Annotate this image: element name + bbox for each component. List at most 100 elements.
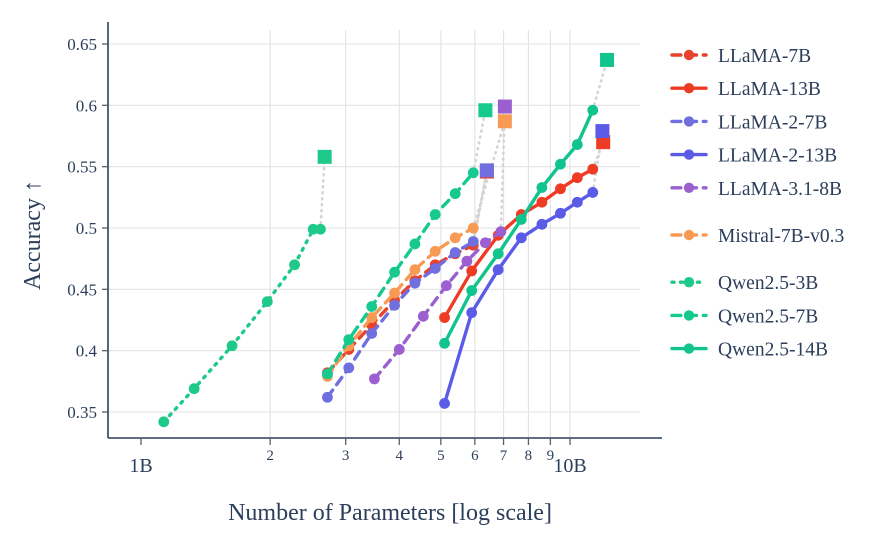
data-point	[536, 196, 548, 208]
data-point	[322, 391, 333, 403]
data-point	[366, 301, 378, 312]
data-point	[439, 337, 450, 349]
final-model-marker	[497, 99, 512, 114]
legend-item-mistral-7b-v0-3[interactable]: Mistral-7B-v0.3	[670, 226, 844, 247]
legend-marker	[683, 149, 695, 160]
data-point	[369, 373, 380, 385]
data-point	[466, 265, 478, 277]
y-tick-label: 0.4	[76, 342, 98, 361]
legend-item-llama-2-7b[interactable]: LLaMA-2-7B	[670, 112, 827, 133]
series-qwen2-5-14b	[439, 52, 615, 349]
y-tick-label: 0.6	[76, 96, 97, 115]
legend-marker	[683, 310, 695, 321]
data-point	[555, 158, 566, 170]
legend-item-llama-13b[interactable]: LLaMA-13B	[670, 79, 821, 100]
data-point	[393, 344, 405, 355]
data-point	[479, 237, 491, 249]
data-point	[495, 226, 507, 238]
data-point	[366, 312, 378, 323]
data-point	[409, 277, 421, 289]
final-model-marker	[317, 149, 332, 164]
data-point	[439, 312, 450, 323]
legend-marker	[683, 229, 695, 241]
tick-labels: 0.35 0.4 0.45 0.5 0.55 0.6 0.65 1B 2 3 4 5 6 7 8 9 10B	[67, 35, 586, 477]
chart-legend: LLaMA-7B LLaMA-13B LLaMA-2-7B LLaMA-2-13B LL…	[670, 46, 844, 361]
data-point	[158, 416, 170, 428]
legend-label: Mistral-7B-v0.3	[718, 226, 844, 247]
y-axis-title: Accuracy ↑	[20, 180, 46, 290]
final-model-connector	[471, 108, 487, 175]
series-qwen2-5-7b	[322, 103, 493, 380]
series-llama-2-13b	[439, 124, 610, 409]
legend-item-llama-3-1-8b[interactable]: LLaMA-3.1-8B	[670, 179, 842, 200]
data-point	[492, 248, 504, 260]
x-tick-label: 1B	[129, 455, 152, 477]
data-point	[409, 264, 421, 276]
legend-marker	[683, 182, 695, 193]
series-llama-13b	[439, 135, 611, 323]
legend-label: Qwen2.5-14B	[718, 340, 828, 361]
axes	[102, 22, 662, 445]
y-tick-label: 0.5	[76, 219, 97, 238]
legend-label: LLaMA-13B	[718, 79, 821, 100]
legend-label: Qwen2.5-7B	[718, 306, 818, 327]
data-point	[587, 163, 599, 175]
data-point	[571, 172, 583, 184]
data-point	[409, 238, 421, 250]
data-point	[555, 183, 566, 195]
data-point	[440, 280, 452, 292]
x-tick-label: 7	[500, 448, 508, 464]
final-model-marker	[479, 163, 494, 178]
legend-marker	[683, 343, 695, 354]
data-point	[389, 287, 400, 299]
legend-label: LLaMA-3.1-8B	[718, 179, 842, 200]
data-point	[571, 139, 583, 150]
legend-item-llama-2-13b[interactable]: LLaMA-2-13B	[670, 146, 837, 167]
data-point	[429, 263, 441, 274]
data-point	[289, 259, 300, 271]
connector-lines	[319, 58, 609, 247]
data-point	[315, 223, 326, 235]
data-point	[322, 368, 333, 380]
legend-item-qwen2-5-14b[interactable]: Qwen2.5-14B	[670, 340, 828, 361]
legend-label: LLaMA-7B	[718, 46, 811, 67]
legend-marker	[683, 277, 695, 288]
x-tick-label: 3	[342, 448, 350, 464]
series-line	[325, 171, 475, 376]
final-model-marker	[595, 124, 610, 139]
y-tick-label: 0.55	[67, 158, 97, 177]
data-point	[536, 218, 548, 230]
final-model-marker	[478, 103, 493, 118]
series-line	[162, 227, 323, 424]
legend-item-qwen2-5-7b[interactable]: Qwen2.5-7B	[670, 306, 818, 327]
axis-titles: Number of Parameters [log scale] Accuracy…	[20, 180, 552, 526]
y-tick-label: 0.35	[67, 403, 97, 422]
final-model-marker	[497, 114, 512, 129]
legend-item-llama-7b[interactable]: LLaMA-7B	[670, 46, 811, 67]
data-point	[571, 196, 583, 208]
data-point	[515, 232, 527, 244]
legend-marker	[683, 49, 695, 61]
data-point	[343, 334, 355, 346]
legend-label: Qwen2.5-3B	[718, 273, 818, 294]
data-point	[467, 167, 479, 179]
final-model-connector	[471, 170, 489, 247]
data-point	[429, 245, 441, 257]
final-model-connector	[591, 58, 609, 112]
data-point	[226, 340, 238, 352]
data-point	[389, 299, 400, 311]
data-point	[449, 188, 461, 200]
data-point	[449, 247, 461, 258]
data-point	[466, 307, 478, 319]
x-tick-label: 6	[471, 448, 479, 464]
x-tick-label: 4	[396, 448, 404, 464]
y-tick-label: 0.65	[67, 35, 97, 54]
legend-label: LLaMA-2-7B	[718, 112, 827, 133]
series-llama-3-1-8b	[369, 99, 512, 385]
legend-item-qwen2-5-3b[interactable]: Qwen2.5-3B	[670, 273, 818, 294]
data-point	[467, 236, 479, 247]
data-point	[188, 383, 200, 395]
data-point	[417, 310, 429, 322]
final-model-connector	[319, 155, 326, 231]
